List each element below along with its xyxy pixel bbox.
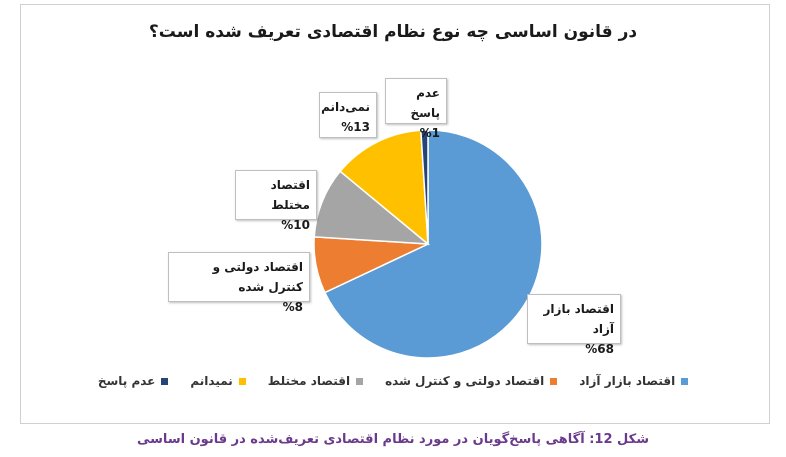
- legend-label: عدم پاسخ: [97, 374, 156, 388]
- data-label-name: اقتصاد مختلط: [270, 178, 310, 212]
- legend-swatch-no-answer: [161, 377, 169, 385]
- slice-dont-know: [339, 129, 429, 246]
- data-label-no-answer: عدم پاسخ %1: [385, 78, 447, 140]
- legend-item: اقتصاد دولتی و کنترل شده: [385, 374, 558, 388]
- data-label-value: %13: [341, 120, 370, 134]
- legend-item: نمیدانم: [190, 374, 246, 388]
- legend-item: اقتصاد مختلط: [267, 374, 364, 388]
- data-label-value: %68: [585, 342, 614, 356]
- data-label-dont-know: نمی‌دانم %13: [319, 92, 377, 138]
- data-label-value: %1: [419, 126, 440, 140]
- data-label-mixed: اقتصاد مختلط %10: [235, 170, 317, 232]
- legend-label: اقتصاد بازار آزاد: [579, 374, 676, 388]
- legend-label: اقتصاد دولتی و کنترل شده: [385, 374, 545, 388]
- legend-swatch-mixed: [356, 377, 364, 385]
- data-label-value: %8: [282, 300, 303, 314]
- figure-caption: شکل 12: آگاهی پاسخ‌گویان در مورد نظام اق…: [137, 432, 649, 447]
- legend-swatch-free-market: [681, 377, 689, 385]
- data-label-state-controlled: اقتصاد دولتی و کنترل شده %8: [168, 252, 310, 314]
- slice-mixed: [313, 170, 431, 245]
- legend-item: اقتصاد بازار آزاد: [579, 374, 689, 388]
- chart-title: در قانون اساسی چه نوع نظام اقتصادی تعریف…: [148, 22, 638, 42]
- slice-no-answer: [420, 129, 429, 245]
- data-label-name: اقتصاد بازار آزاد: [543, 302, 614, 336]
- legend-label: اقتصاد مختلط: [267, 374, 351, 388]
- data-label-name: اقتصاد دولتی و کنترل شده: [212, 260, 303, 294]
- chart-legend: اقتصاد بازار آزاد اقتصاد دولتی و کنترل ش…: [0, 374, 786, 388]
- data-label-value: %10: [281, 218, 310, 232]
- data-label-name: نمی‌دانم: [321, 100, 370, 114]
- legend-swatch-dont-know: [238, 377, 246, 385]
- data-label-free-market: اقتصاد بازار آزاد %68: [527, 294, 621, 356]
- legend-item: عدم پاسخ: [98, 374, 169, 388]
- data-label-name: عدم پاسخ: [410, 86, 440, 120]
- slice-free-market: [323, 129, 543, 359]
- legend-label: نمیدانم: [190, 374, 233, 388]
- legend-swatch-state-controlled: [550, 377, 558, 385]
